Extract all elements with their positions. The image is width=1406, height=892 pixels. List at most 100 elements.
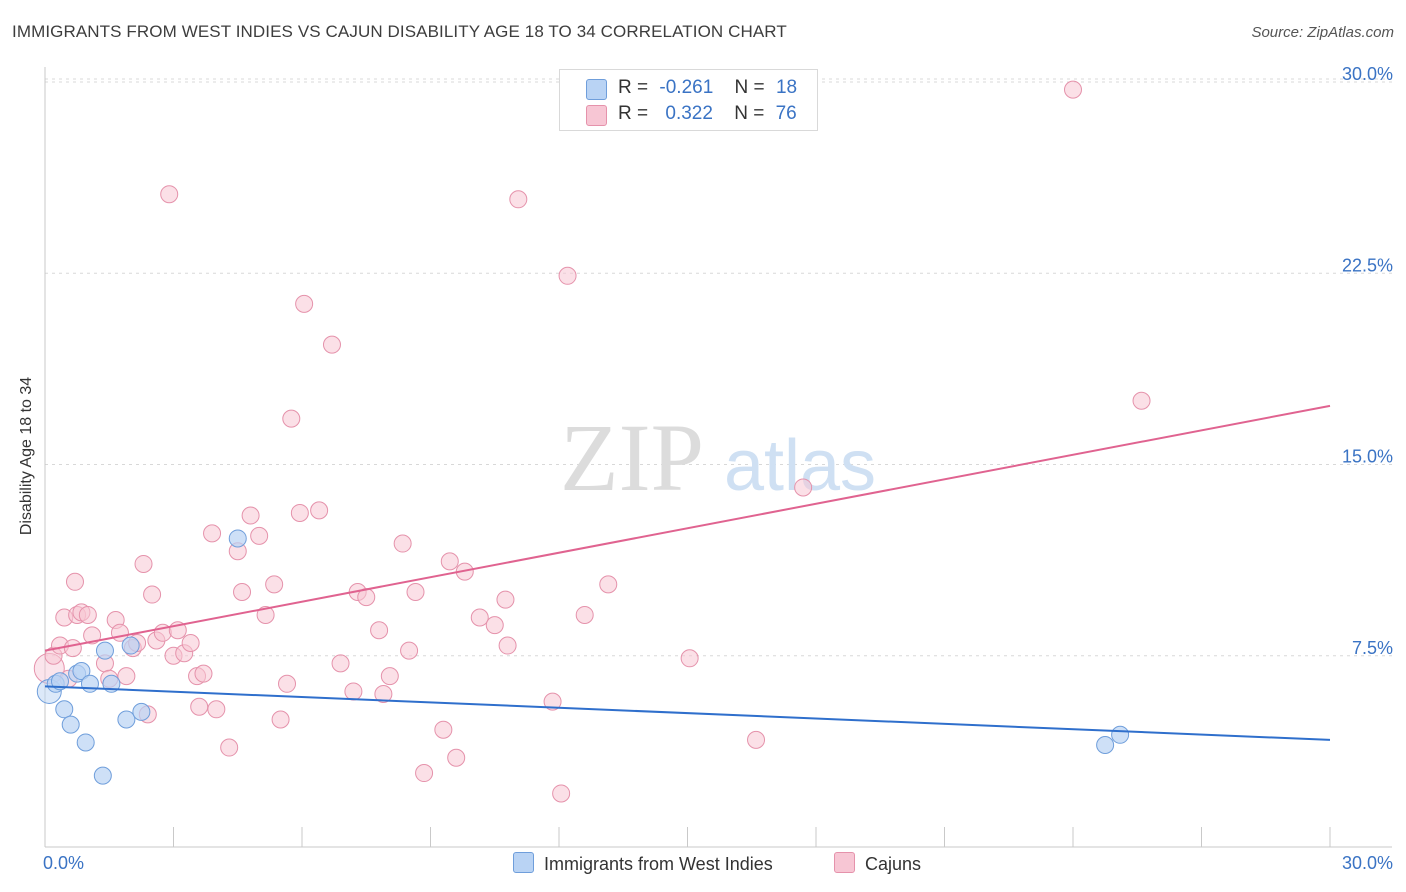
trend-line-west-indies <box>44 685 1331 741</box>
data-point-cajuns <box>380 667 399 686</box>
data-point-cajuns <box>134 554 153 573</box>
legend-item-cajuns: Cajuns <box>834 852 921 875</box>
data-point-cajuns <box>370 621 389 640</box>
data-point-cajuns <box>400 641 419 660</box>
watermark-zip: ZIP <box>560 404 704 511</box>
legend-item-west-indies: Immigrants from West Indies <box>513 852 773 875</box>
data-point-cajuns <box>282 409 301 428</box>
trend-line-cajuns <box>44 404 1331 652</box>
gridlines <box>45 78 1392 657</box>
chart-title: IMMIGRANTS FROM WEST INDIES VS CAJUN DIS… <box>12 22 787 41</box>
data-point-cajuns <box>434 720 453 739</box>
data-point-cajuns <box>190 697 209 716</box>
data-point-cajuns <box>485 616 504 635</box>
trend-lines <box>44 404 1331 741</box>
x-tick-label: 0.0% <box>43 853 84 873</box>
data-point-cajuns <box>160 185 179 204</box>
data-point-west-indies <box>72 662 91 681</box>
data-point-cajuns <box>331 654 350 673</box>
data-point-west-indies <box>93 766 112 785</box>
legend-n-label: N = <box>734 103 765 124</box>
data-point-cajuns <box>344 682 363 701</box>
data-point-west-indies <box>61 715 80 734</box>
source-label: Source: ZipAtlas.com <box>1251 24 1394 41</box>
data-point-cajuns <box>250 526 269 545</box>
data-point-cajuns <box>794 478 813 497</box>
data-point-cajuns <box>322 335 341 354</box>
data-point-cajuns <box>233 583 252 601</box>
data-point-cajuns <box>415 764 434 783</box>
data-point-cajuns <box>220 738 239 757</box>
data-point-cajuns <box>509 190 528 209</box>
data-point-cajuns <box>194 664 213 683</box>
legend-n-value: 76 <box>775 103 797 124</box>
data-point-west-indies <box>76 733 95 752</box>
data-point-cajuns <box>83 626 102 645</box>
data-point-cajuns <box>63 639 82 658</box>
data-point-cajuns <box>393 534 412 553</box>
data-point-cajuns <box>470 608 489 627</box>
data-point-west-indies <box>50 672 69 691</box>
data-point-cajuns <box>207 700 226 719</box>
data-point-cajuns <box>265 575 284 594</box>
y-tick-label: 30.0% <box>1342 64 1393 84</box>
data-point-west-indies <box>132 702 151 721</box>
y-tick-label: 22.5% <box>1342 255 1393 275</box>
data-point-cajuns <box>256 605 275 624</box>
data-point-cajuns <box>543 692 562 711</box>
data-point-west-indies <box>1096 736 1115 754</box>
data-point-cajuns <box>117 667 136 686</box>
y-tick-label: 15.0% <box>1342 447 1393 467</box>
y-tick-label: 7.5% <box>1352 638 1393 658</box>
data-point-west-indies <box>228 529 247 548</box>
data-point-west-indies <box>55 700 74 719</box>
data-point-cajuns <box>1132 391 1151 410</box>
data-point-cajuns <box>181 634 200 652</box>
data-point-cajuns <box>440 552 459 571</box>
data-point-cajuns <box>241 506 260 525</box>
data-point-cajuns <box>406 583 425 601</box>
watermark: ZIP atlas <box>560 404 876 511</box>
tick-labels: 7.5% 15.0% 22.5% 30.0% 0.0% 30.0% <box>43 64 1393 873</box>
data-point-cajuns <box>278 674 297 693</box>
data-point-cajuns <box>310 501 329 520</box>
data-point-cajuns <box>78 605 97 624</box>
data-point-cajuns <box>447 748 466 767</box>
data-point-cajuns <box>271 710 290 729</box>
data-point-cajuns <box>374 685 393 703</box>
data-point-cajuns <box>552 784 571 803</box>
y-axis-label: Disability Age 18 to 34 <box>18 376 35 536</box>
legend-label: Immigrants from West Indies <box>544 854 773 874</box>
legend-n-label: N = <box>734 77 765 98</box>
data-point-west-indies <box>121 636 140 655</box>
legend-r-label: R = <box>618 103 649 124</box>
legend-r-label: R = <box>618 77 649 98</box>
data-point-cajuns <box>680 649 699 668</box>
legend-r-value: -0.261 <box>659 77 714 98</box>
legend-swatch-blue <box>586 79 607 100</box>
data-point-cajuns <box>65 572 84 591</box>
data-point-cajuns <box>599 575 618 594</box>
legend-swatch-blue <box>513 852 534 873</box>
data-point-cajuns <box>143 585 162 604</box>
legend-r-value: 0.322 <box>665 103 713 124</box>
axes <box>44 67 1392 848</box>
series-cajuns-points <box>33 80 1151 803</box>
data-point-cajuns <box>203 524 222 543</box>
data-point-cajuns <box>295 294 314 313</box>
x-tick-label: 30.0% <box>1342 853 1393 873</box>
legend-label: Cajuns <box>865 854 922 874</box>
data-point-cajuns <box>747 730 766 749</box>
data-point-cajuns <box>558 266 577 285</box>
data-point-cajuns <box>290 503 309 522</box>
data-point-cajuns <box>575 605 594 624</box>
legend-swatch-pink <box>834 852 855 873</box>
legend-swatch-pink <box>586 105 607 126</box>
series-west-indies-points <box>36 529 1130 785</box>
correlation-legend: R = -0.261 N = 18 R = 0.322 N = 76 <box>559 69 818 131</box>
data-point-west-indies <box>117 710 136 729</box>
data-point-west-indies <box>95 641 114 660</box>
data-point-cajuns <box>1064 80 1082 99</box>
legend-n-value: 18 <box>775 77 798 98</box>
